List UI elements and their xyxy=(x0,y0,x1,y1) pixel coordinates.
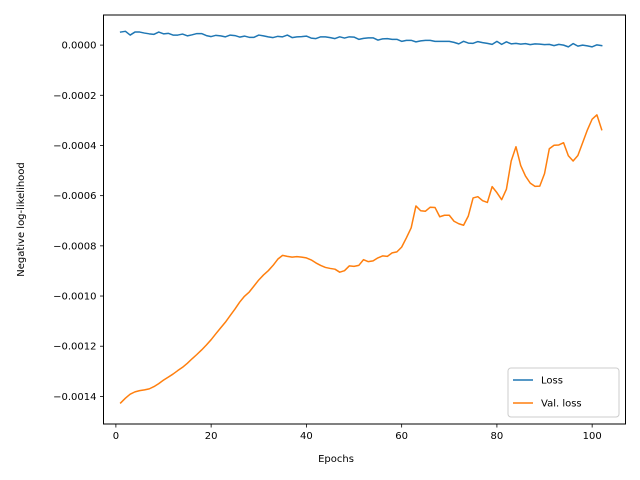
y-tick-label: −0.0012 xyxy=(53,342,96,353)
y-axis-ticks: −0.0014 −0.0012 −0.0010 −0.0008 −0.0006 −0.00… xyxy=(53,41,104,403)
y-tick-label: −0.0010 xyxy=(53,292,96,303)
plot-area xyxy=(103,14,626,425)
y-tick-label: 0.0000 xyxy=(62,41,97,52)
legend-items: Loss Val. loss xyxy=(513,376,582,410)
y-axis-label: Negative log-likelihood xyxy=(16,162,27,277)
y-tick-label: −0.0002 xyxy=(53,91,96,102)
legend-box xyxy=(507,367,620,418)
x-tick-label: 100 xyxy=(583,431,602,442)
series-layer xyxy=(119,30,603,404)
legend-label-2: Val. loss xyxy=(541,399,582,410)
x-axis-ticks: 0 20 40 60 80 100 xyxy=(113,424,602,442)
y-tick-label: −0.0008 xyxy=(53,241,96,252)
x-tick-label: 60 xyxy=(395,431,408,442)
x-tick-label: 80 xyxy=(491,431,504,442)
series-line-2 xyxy=(119,114,603,404)
legend: Loss Val. loss xyxy=(507,367,620,418)
y-tick-label: −0.0006 xyxy=(53,191,96,202)
series-line-1 xyxy=(119,30,603,48)
x-tick-label: 0 xyxy=(113,431,119,442)
x-tick-label: 40 xyxy=(300,431,313,442)
y-tick-label: −0.0014 xyxy=(53,392,96,403)
axes-frame xyxy=(103,14,626,425)
legend-label-1: Loss xyxy=(541,376,563,387)
x-tick-label: 20 xyxy=(205,431,218,442)
y-tick-label: −0.0004 xyxy=(53,141,96,152)
x-axis-label: Epochs xyxy=(318,454,354,465)
